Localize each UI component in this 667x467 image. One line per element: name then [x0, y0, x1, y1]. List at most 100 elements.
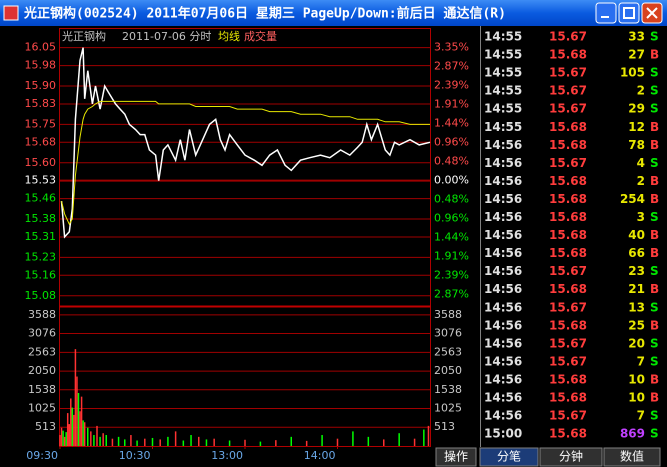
trade-time: 14:55	[484, 102, 522, 116]
y-tick-label: 3076	[28, 327, 56, 340]
x-tick-label: 13:00	[211, 449, 243, 462]
trade-price: 15.68	[549, 318, 587, 332]
trade-time: 14:55	[484, 84, 522, 98]
volume-bar	[174, 431, 177, 446]
trade-volume: 7	[637, 409, 645, 423]
trade-price: 15.67	[549, 264, 587, 278]
price-line	[60, 47, 431, 239]
volume-bar	[83, 422, 86, 446]
trade-price: 15.68	[549, 120, 587, 134]
trade-time: 14:55	[484, 48, 522, 62]
tab[interactable]: 分钟	[539, 447, 603, 467]
trade-time: 14:56	[484, 138, 522, 152]
volume-bar	[367, 436, 370, 446]
tab[interactable]: 数值	[603, 447, 661, 467]
volume-bar	[82, 420, 84, 446]
trade-side: S	[650, 409, 659, 423]
trade-volume: 25	[628, 318, 645, 332]
volume-bar	[99, 436, 101, 446]
volume-bar	[90, 431, 92, 446]
y2-tick-label: 3076	[434, 327, 462, 340]
trade-volume: 2	[637, 84, 645, 98]
volume-bar	[87, 427, 89, 446]
trade-side: S	[650, 300, 659, 314]
volume-bar	[117, 436, 120, 446]
volume-bar	[336, 438, 339, 446]
volume-bar	[60, 427, 63, 446]
tab[interactable]: 操作	[435, 447, 477, 467]
trade-volume: 66	[628, 246, 645, 260]
trade-price: 15.67	[549, 30, 587, 44]
trade-time: 14:56	[484, 300, 522, 314]
trade-price: 15.68	[549, 192, 587, 206]
trade-price: 15.67	[549, 102, 587, 116]
minimize-button[interactable]	[595, 2, 617, 24]
volume-bar	[305, 440, 308, 446]
trade-volume: 23	[628, 264, 645, 278]
trade-volume: 12	[628, 120, 645, 134]
y2-tick-label: 2050	[434, 364, 462, 377]
y2-tick-label: 1025	[434, 402, 462, 415]
trade-time: 15:00	[484, 427, 522, 441]
tab-bar: 操作 分笔 分钟 数值	[435, 447, 661, 467]
tab-label: 操作	[444, 449, 468, 464]
volume-bar	[413, 438, 416, 446]
trade-side: S	[650, 427, 659, 441]
tab-background	[603, 447, 661, 467]
volume-bar	[190, 435, 192, 446]
volume-bar	[383, 439, 385, 446]
y-tick-label: 15.08	[25, 289, 57, 302]
volume-bar	[77, 392, 80, 446]
volume-bar	[275, 440, 277, 446]
trade-price: 15.67	[549, 84, 587, 98]
trade-time: 14:56	[484, 354, 522, 368]
trade-side: S	[650, 66, 659, 80]
trade-time: 14:55	[484, 66, 522, 80]
y-tick-label: 15.53	[25, 174, 57, 187]
trade-price: 15.68	[549, 372, 587, 386]
trade-time: 14:56	[484, 282, 522, 296]
chart-subtitle: 2011-07-06 分时	[122, 30, 211, 43]
tab-label: 分钟	[559, 449, 583, 464]
volume-bar	[159, 439, 161, 446]
volume-bar	[70, 398, 72, 446]
trade-side: B	[650, 120, 659, 134]
trade-side: B	[650, 174, 659, 188]
y-tick-label: 15.83	[25, 97, 57, 110]
y2-tick-label: 1538	[434, 383, 462, 396]
trade-volume: 21	[628, 282, 645, 296]
volume-bar	[136, 440, 138, 446]
volume-bar	[111, 438, 114, 446]
trade-price: 15.68	[549, 246, 587, 260]
y2-tick-label: 2.87%	[434, 60, 469, 73]
volume-bar	[352, 431, 354, 446]
trade-price: 15.68	[549, 138, 587, 152]
window-controls[interactable]	[595, 2, 663, 24]
volume-bar	[80, 396, 83, 446]
volume-label: 成交量	[244, 29, 277, 43]
volume-bar	[213, 438, 215, 446]
maximize-button[interactable]	[618, 2, 640, 24]
trade-volume: 33	[628, 30, 645, 44]
tab[interactable]: 分笔	[479, 447, 539, 467]
y-tick-label: 3588	[28, 308, 56, 321]
trade-side: S	[650, 336, 659, 350]
window-title: 光正钢构(002524) 2011年07月06日 星期三 PageUp/Down…	[23, 6, 506, 22]
volume-bar	[321, 435, 323, 446]
x-tick-label: 09:30	[26, 449, 58, 462]
volume-bar	[182, 440, 185, 446]
app-icon	[3, 5, 19, 21]
y-tick-label: 15.46	[25, 192, 57, 205]
y2-tick-label: 2.39%	[434, 79, 469, 92]
trade-volume: 7	[637, 354, 645, 368]
trade-price: 15.67	[549, 156, 587, 170]
volume-bar	[62, 430, 64, 446]
volume-bar	[205, 439, 208, 446]
trade-price: 15.68	[549, 282, 587, 296]
volume-bar	[167, 436, 169, 446]
y2-tick-label: 1.44%	[434, 116, 469, 129]
trade-time: 14:55	[484, 120, 522, 134]
trade-side: S	[650, 156, 659, 170]
y2-tick-label: 0.00%	[434, 174, 469, 187]
